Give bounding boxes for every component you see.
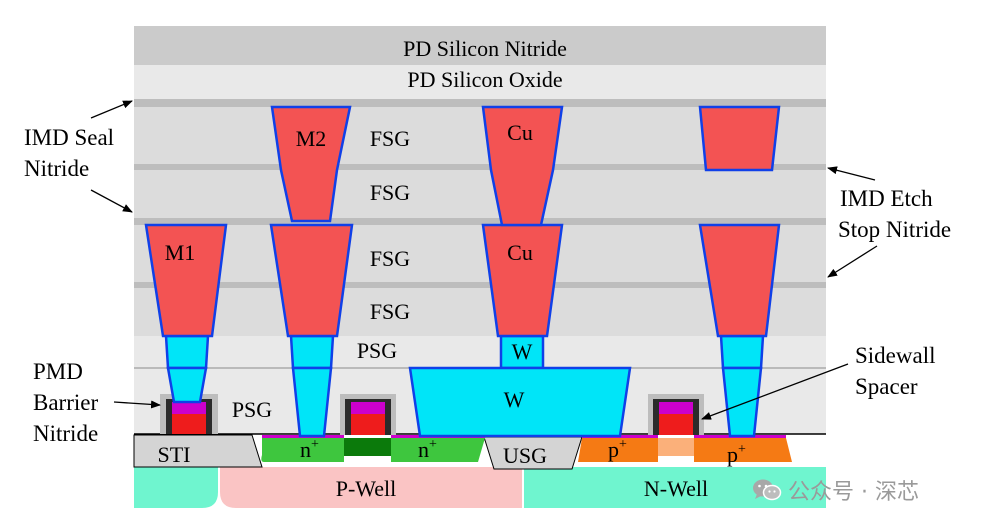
imd-etch-line-1: IMD Etch: [840, 186, 933, 211]
w-contact-4: [719, 334, 765, 438]
imd-seal-line-1: IMD Seal: [24, 125, 115, 150]
m2-line-right: [698, 105, 781, 172]
fsg-label-1: FSG: [370, 299, 410, 324]
imd-etch-arrow-upper: [827, 166, 876, 181]
imd-etch-stop-nitride-2: [134, 218, 826, 225]
m2-label: M2: [296, 126, 327, 151]
imd-seal-arrow-lower: [90, 189, 133, 213]
w-interconnect-label: W: [504, 387, 525, 412]
m1-line-2: [269, 223, 354, 338]
n-plus-right: [391, 438, 485, 462]
pd-silicon-oxide-layer: [134, 65, 826, 99]
m1-line-1: [144, 223, 228, 338]
w-plug-label: W: [512, 339, 533, 364]
imd-etch-stop-nitride-callout: IMD Etch Stop Nitride: [838, 183, 951, 245]
wechat-watermark: 公众号 · 深芯: [752, 474, 919, 506]
sidewall-spacer-callout: Sidewall Spacer: [855, 340, 936, 402]
pmd-barrier-nitride-callout: PMD Barrier Nitride: [33, 356, 98, 449]
sidewall-spacer-arrow: [701, 363, 849, 420]
n-well: [524, 467, 826, 508]
imd-etch-line-2: Stop Nitride: [838, 217, 952, 242]
wechat-icon: [753, 479, 782, 501]
n-plus-label-left: n+: [300, 437, 319, 462]
pmd-line-2: Barrier: [33, 390, 99, 415]
cu-label-upper: Cu: [507, 120, 533, 145]
imd-etch-arrow-lower: [827, 245, 878, 278]
gate-stack-nmos: [340, 394, 396, 435]
pmd-barrier-arrow: [113, 400, 161, 409]
w-contact-2: [289, 334, 335, 438]
p-plus-channel: [658, 438, 694, 456]
w-contact-1: [164, 334, 210, 404]
imd-seal-arrow-upper: [90, 100, 133, 119]
watermark-text: 公众号 · 深芯: [788, 480, 919, 505]
psg-label-lower: PSG: [232, 397, 272, 422]
pd-oxide-label: PD Silicon Oxide: [407, 67, 562, 92]
p-well: [220, 467, 522, 508]
cu-label-lower: Cu: [507, 240, 533, 265]
imd-seal-line-2: Nitride: [24, 156, 90, 181]
fsg-label-4: FSG: [370, 126, 410, 151]
fsg-label-2: FSG: [370, 246, 410, 271]
m1-label: M1: [165, 240, 196, 265]
w-local-interconnect: [408, 366, 632, 438]
imd-etch-stop-nitride-3: [134, 164, 826, 170]
pd-nitride-label: PD Silicon Nitride: [403, 36, 567, 61]
n-plus-label-right: n+: [418, 437, 437, 462]
sidewall-line-2: Spacer: [855, 374, 918, 399]
sti-label: STI: [158, 442, 191, 467]
p-plus-right: [694, 438, 792, 462]
n-well-label: N-Well: [644, 476, 708, 501]
n-plus-left: [261, 438, 344, 462]
m1-line-4: [698, 223, 781, 338]
imd-etch-stop-nitride-1: [134, 282, 826, 288]
p-well-label: P-Well: [336, 476, 397, 501]
cu-dual-damascene: [481, 105, 564, 227]
gate-stack-pmos: [648, 394, 704, 435]
sti-trench: [133, 434, 263, 468]
usg-label: USG: [503, 443, 547, 468]
sidewall-line-1: Sidewall: [855, 343, 936, 368]
imd-seal-nitride-callout: IMD Seal Nitride: [24, 122, 114, 184]
p-plus-label-right: p+: [727, 442, 746, 467]
fsg-layer-3: [134, 170, 826, 218]
psg-label-upper: PSG: [357, 338, 397, 363]
p-plus-label-left: p+: [608, 437, 627, 462]
pd-silicon-nitride-layer: [134, 26, 826, 65]
pmd-line-1: PMD: [33, 359, 83, 384]
pmd-line-3: Nitride: [33, 421, 99, 446]
n-plus-channel: [344, 438, 391, 456]
n-well-left: [134, 467, 218, 508]
fsg-label-3: FSG: [370, 180, 410, 205]
m2-dual-damascene: [270, 105, 352, 223]
p-plus-left: [578, 438, 658, 462]
imd-seal-nitride: [134, 99, 826, 107]
